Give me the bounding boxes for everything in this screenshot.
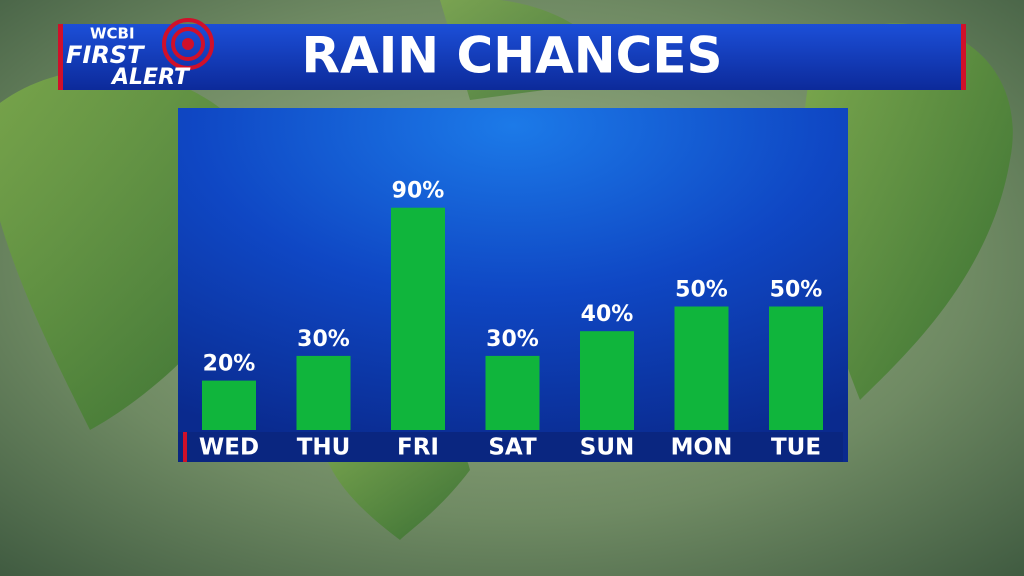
plot: 20% WED 30% THU 90% FRI 30% SAT 40% SUN 50% MON 50% T… (199, 179, 823, 461)
logo-station: WCBI (90, 25, 135, 43)
category-label: SUN (580, 435, 635, 461)
value-label: 40% (581, 302, 634, 327)
bar (674, 306, 729, 430)
logo: WCBI FIRST ALERT (66, 18, 214, 90)
category-label: FRI (397, 435, 439, 461)
category-label: THU (297, 435, 351, 461)
logo-alert: ALERT (110, 65, 191, 90)
category-label: SAT (488, 435, 537, 461)
strip-accent (183, 432, 187, 462)
bar (202, 380, 256, 430)
category-label: MON (671, 435, 733, 461)
value-label: 50% (675, 278, 728, 303)
chart-title: RAIN CHANCES (302, 27, 723, 85)
value-label: 30% (297, 327, 350, 352)
logo-ring (162, 18, 214, 70)
value-label: 90% (392, 179, 445, 204)
category-label: WED (199, 435, 259, 461)
logo-first: FIRST (66, 41, 145, 69)
logo-ring (182, 38, 194, 50)
leaf (803, 23, 1013, 401)
header-accent (961, 24, 966, 90)
value-label: 50% (770, 278, 823, 303)
bar (769, 306, 823, 430)
logo-ring (171, 27, 205, 61)
bar (580, 331, 634, 430)
bar (391, 207, 445, 430)
value-label: 30% (486, 327, 539, 352)
value-label: 20% (203, 352, 256, 377)
bar (296, 355, 351, 430)
category-label: TUE (771, 435, 821, 461)
category-strip (178, 432, 843, 462)
bar (485, 355, 540, 430)
header-accent (58, 24, 63, 90)
